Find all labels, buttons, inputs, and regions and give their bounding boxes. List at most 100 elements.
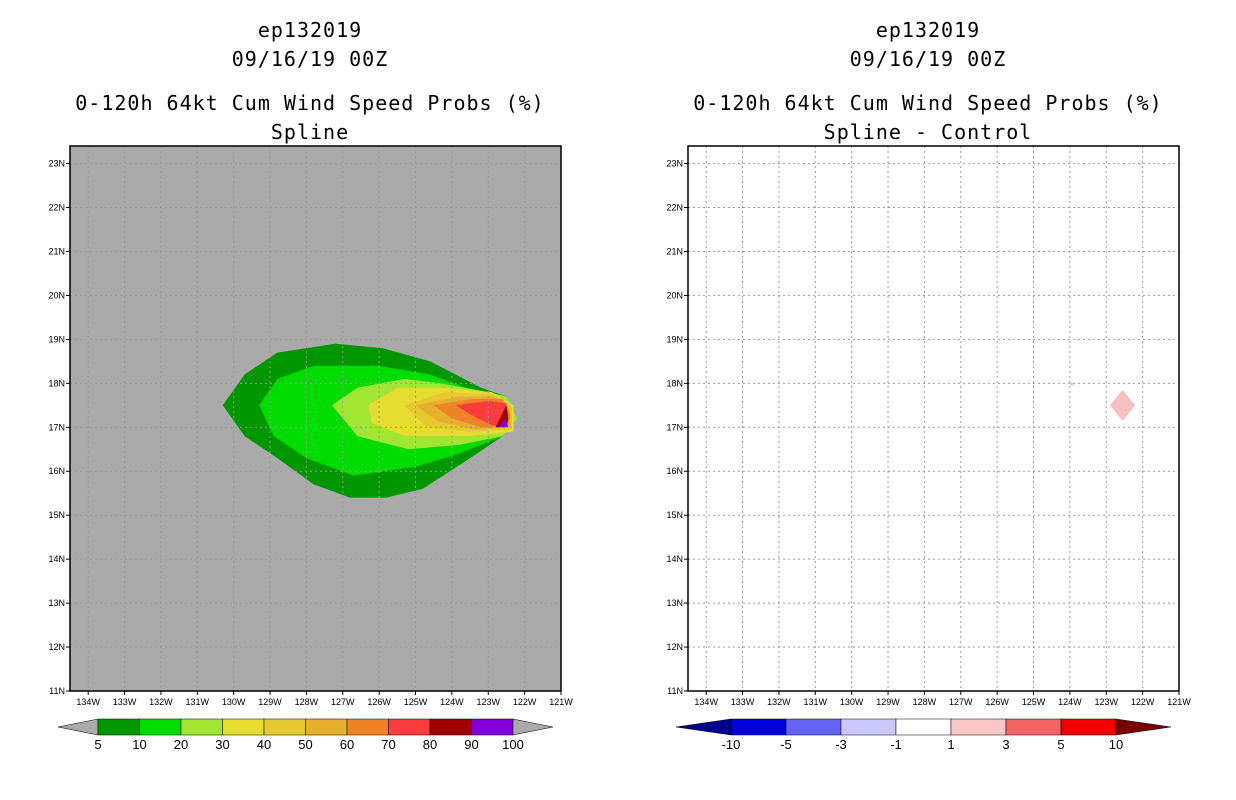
y-tick-label: 16N — [48, 466, 65, 476]
plot-frame — [69, 145, 562, 692]
right-colorbar: -10 -5 -3 -1 1 3 5 10 — [675, 718, 1172, 752]
colorbar-segment — [471, 718, 514, 736]
x-tick-label: 128W — [913, 697, 937, 707]
colorbar-right-arrow — [512, 718, 554, 736]
x-tick-label: 133W — [731, 697, 755, 707]
x-tick-label: 121W — [1167, 697, 1191, 707]
y-tick-label: 18N — [666, 378, 683, 388]
y-tick-label: 23N — [666, 159, 683, 169]
y-tick-label: 14N — [48, 554, 65, 564]
colorbar-label: -1 — [890, 737, 902, 752]
right-map-panel: 134W 133W 132W 131W 130W 129W 128W 127W 126W 125W… — [666, 145, 1191, 707]
y-tick-label: 13N — [48, 598, 65, 608]
y-tick-label: 23N — [48, 159, 65, 169]
y-tick-label: 11N — [49, 686, 65, 696]
colorbar-label: -3 — [835, 737, 847, 752]
contour-70 — [455, 400, 509, 428]
colorbar-label: 80 — [423, 737, 437, 752]
colorbar-segment — [950, 718, 1007, 736]
colorbar-label: 70 — [381, 737, 395, 752]
x-tick-label: 130W — [222, 697, 246, 707]
y-tick-label: 14N — [666, 554, 683, 564]
y-tick-label: 17N — [48, 422, 65, 432]
y-tick-label: 19N — [666, 334, 683, 344]
x-tick-label: 124W — [440, 697, 464, 707]
colorbar-segment — [388, 718, 431, 736]
y-tick-label: 16N — [666, 466, 683, 476]
colorbar-segment — [305, 718, 348, 736]
x-tick-label: 134W — [76, 697, 100, 707]
x-tick-label: 131W — [804, 697, 828, 707]
plot-background — [688, 146, 1179, 691]
x-tick-label: 126W — [985, 697, 1009, 707]
colorbar-label: 5 — [94, 737, 101, 752]
colorbar-segment — [730, 718, 787, 736]
colorbar-segment — [97, 718, 140, 736]
colorbar-segment — [263, 718, 306, 736]
x-tick-label: 129W — [258, 697, 282, 707]
x-tick-label: 129W — [876, 697, 900, 707]
x-tick-label: 125W — [1022, 697, 1046, 707]
x-tick-label: 134W — [694, 697, 718, 707]
left-title-datetime: 09/16/19 00Z — [231, 47, 389, 71]
colorbar-segment — [222, 718, 265, 736]
x-tick-label: 128W — [295, 697, 319, 707]
y-tick-label: 22N — [48, 203, 65, 213]
colorbar-left-arrow — [675, 718, 732, 736]
left-title-storm-id: ep132019 — [257, 18, 363, 42]
colorbar-right-arrow — [1115, 718, 1172, 736]
y-tick-label: 11N — [667, 686, 683, 696]
colorbar-label: 10 — [132, 737, 146, 752]
x-tick-label: 123W — [477, 697, 501, 707]
colorbar-segment — [429, 718, 472, 736]
y-tick-label: 19N — [48, 334, 65, 344]
colorbar-label: 100 — [502, 737, 524, 752]
colorbar-label: 30 — [215, 737, 229, 752]
contour-90 — [499, 418, 509, 428]
x-tick-label: 122W — [1131, 697, 1155, 707]
colorbar-label: -5 — [780, 737, 792, 752]
right-title-datetime: 09/16/19 00Z — [849, 47, 1007, 71]
y-tick-label: 21N — [666, 246, 683, 256]
x-tick-label: 132W — [149, 697, 173, 707]
x-tick-label: 126W — [367, 697, 391, 707]
colorbar-segment — [1060, 718, 1117, 736]
colorbar-segment — [895, 718, 952, 736]
x-tick-label: 131W — [186, 697, 210, 707]
x-tick-label: 133W — [113, 697, 137, 707]
colorbar-segment — [139, 718, 182, 736]
left-map-panel: 134W 133W 132W 131W 130W 129W 128W 127W 126W 125W… — [48, 145, 573, 707]
right-title-method: Spline - Control — [823, 120, 1033, 144]
y-tick-label: 18N — [48, 378, 65, 388]
y-tick-label: 21N — [48, 246, 65, 256]
left-title-product: 0-120h 64kt Cum Wind Speed Probs (%) — [75, 91, 545, 115]
colorbar-segment — [840, 718, 897, 736]
colorbar-label: 50 — [298, 737, 312, 752]
y-tick-label: 17N — [666, 422, 683, 432]
colorbar-segment — [785, 718, 842, 736]
contour-1 — [1069, 382, 1074, 386]
contour-1 — [1109, 389, 1136, 421]
x-tick-label: 125W — [404, 697, 428, 707]
y-tick-label: 22N — [666, 203, 683, 213]
y-tick-label: 13N — [666, 598, 683, 608]
y-tick-label: 12N — [48, 642, 65, 652]
x-tick-label: 127W — [949, 697, 973, 707]
y-tick-label: 12N — [666, 642, 683, 652]
colorbar-segment — [1005, 718, 1062, 736]
colorbar-label: 60 — [340, 737, 354, 752]
x-tick-label: 127W — [331, 697, 355, 707]
colorbar-left-arrow — [57, 718, 99, 736]
y-tick-label: 15N — [666, 510, 683, 520]
colorbar-segment — [346, 718, 389, 736]
right-title-storm-id: ep132019 — [875, 18, 981, 42]
colorbar-label: 90 — [464, 737, 478, 752]
y-tick-label: 20N — [666, 290, 683, 300]
y-tick-label: 15N — [48, 510, 65, 520]
x-tick-label: 121W — [549, 697, 573, 707]
x-tick-label: 122W — [513, 697, 537, 707]
colorbar-label: 40 — [257, 737, 271, 752]
x-tick-label: 124W — [1058, 697, 1082, 707]
x-tick-label: 132W — [767, 697, 791, 707]
